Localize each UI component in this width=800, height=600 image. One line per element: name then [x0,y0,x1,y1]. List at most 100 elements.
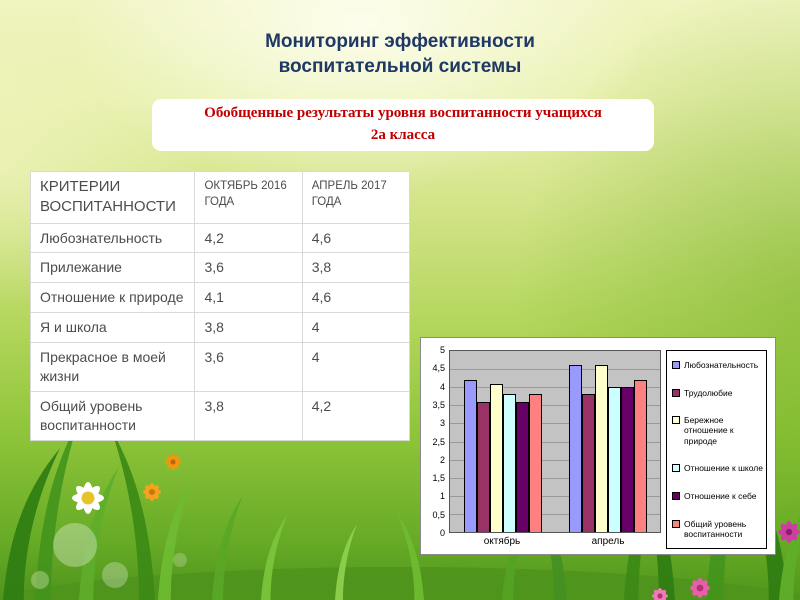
pink-flower-icon [690,578,710,598]
y-tick-label: 4,5 [432,363,445,374]
october-value: 4,1 [194,282,303,314]
legend-label: Трудолюбие [684,387,733,398]
legend-label: Отношение к школе [684,463,763,474]
bar [620,387,634,532]
table-row: Прекрасное в моей жизни 3,6 4 [29,342,411,392]
october-value: 3,8 [194,312,303,344]
legend-item: Любознательность [670,360,763,370]
legend-swatch-icon [672,464,680,473]
header-april: АПРЕЛЬ 2017 ГОДА [301,171,411,224]
bar [581,394,595,532]
table-row: Любознательность 4,2 4,6 [29,222,411,254]
y-tick-label: 3,5 [432,399,445,410]
y-tick-label: 5 [439,345,445,355]
header-october: ОКТЯБРЬ 2016 ГОДА [194,171,303,224]
gridline [450,477,660,479]
grass-mound [0,567,800,600]
daisy-flower-icon [72,482,104,514]
table-row: Общий уровень воспитанности 3,8 4,2 [29,390,411,441]
criterion-label: Я и школа [29,312,196,344]
bar-groups [450,351,660,532]
legend-label: Бережное отношение к природе [684,415,734,446]
bar [476,401,490,532]
chart-content: 0 0,5 1 1,5 2 2,5 3 3,5 4 4,5 5 октябрь апрель Любо… [427,345,767,549]
criterion-label: Отношение к природе [29,282,196,314]
table-header-row: КРИТЕРИИ ВОСПИТАННОСТИ ОКТЯБРЬ 2016 ГОДА… [29,171,411,224]
chart-legend: Любознательность Трудолюбие Бережное отнош… [666,350,767,549]
table-row: Прилежание 3,6 3,8 [29,252,411,284]
table-row: Отношение к природе 4,1 4,6 [29,282,411,314]
bar-chart: 0 0,5 1 1,5 2 2,5 3 3,5 4 4,5 5 октябрь апрель Любо… [420,337,776,555]
legend-swatch-icon [672,416,680,425]
chart-y-axis: 0 0,5 1 1,5 2 2,5 3 3,5 4 4,5 5 [427,345,449,538]
gridline [450,441,660,443]
bar [528,394,542,532]
legend-item: Бережное отношение к природе [670,415,763,446]
legend-swatch-icon [672,388,680,397]
legend-swatch-icon [672,491,680,500]
october-value: 4,2 [194,222,303,254]
criterion-label: Любознательность [29,222,196,254]
april-value: 4 [301,342,411,392]
criterion-label: Прекрасное в моей жизни [29,342,196,392]
april-value: 4,6 [301,222,411,254]
x-category-label: октябрь [483,536,521,547]
gridline [450,387,660,389]
magenta-flower-icon [778,521,800,543]
slide-title-line2: воспитательной системы [278,55,522,77]
criteria-table: КРИТЕРИИ ВОСПИТАННОСТИ ОКТЯБРЬ 2016 ГОДА… [29,171,411,441]
april-value: 4,6 [301,282,411,314]
gridline [450,459,660,461]
header-criteria: КРИТЕРИИ ВОСПИТАННОСТИ [29,171,196,224]
bar [489,383,503,532]
bokeh-highlights [31,523,187,589]
y-tick-label: 4 [439,381,445,392]
bar [568,365,582,532]
gridline [450,495,660,497]
legend-item: Отношение к школе [670,463,763,473]
criterion-label: Прилежание [29,252,196,284]
april-value: 3,8 [301,252,411,284]
y-tick-label: 1 [439,491,445,502]
y-tick-label: 2,5 [432,436,445,447]
orange-flower-icon [143,483,161,501]
october-value: 3,8 [194,390,303,441]
gridline [450,423,660,425]
y-tick-label: 0 [439,528,445,538]
legend-label: Отношение к себе [684,490,757,501]
bar [607,387,621,532]
bar-group-2 [555,351,660,532]
bar [633,379,647,532]
bar [502,394,516,532]
gridline [450,405,660,407]
april-value: 4 [301,312,411,344]
slide-title: Мониторинг эффективности воспитательной … [0,30,800,79]
y-tick-label: 0,5 [432,509,445,520]
legend-item: Общий уровень воспитанности [670,519,763,539]
y-tick-label: 3 [439,418,445,429]
orange-flower-icon [165,454,181,470]
slide-title-line1: Мониторинг эффективности [265,31,535,52]
gridline [450,513,660,515]
pink-flower-icon [652,588,668,600]
october-value: 3,6 [194,342,303,392]
chart-x-labels: октябрь апрель [449,533,661,549]
subtitle-line2: 2а класса [370,127,436,143]
october-value: 3,6 [194,252,303,284]
legend-item: Отношение к себе [670,491,763,501]
criterion-label: Общий уровень воспитанности [29,390,196,441]
chart-plot [449,350,661,533]
subtitle-line1: Обобщенные результаты уровня воспитаннос… [204,105,602,122]
x-category-label: апрель [591,536,625,547]
background-grass-graphic [0,419,800,600]
legend-label: Общий уровень воспитанности [684,518,747,539]
bar [594,365,608,532]
bar-group-1 [450,351,555,532]
legend-swatch-icon [672,361,680,369]
bar [515,401,529,532]
april-value: 4,2 [301,390,411,441]
legend-label: Любознательность [684,360,759,370]
legend-swatch-icon [672,519,680,528]
chart-plot-column: октябрь апрель [449,350,661,549]
